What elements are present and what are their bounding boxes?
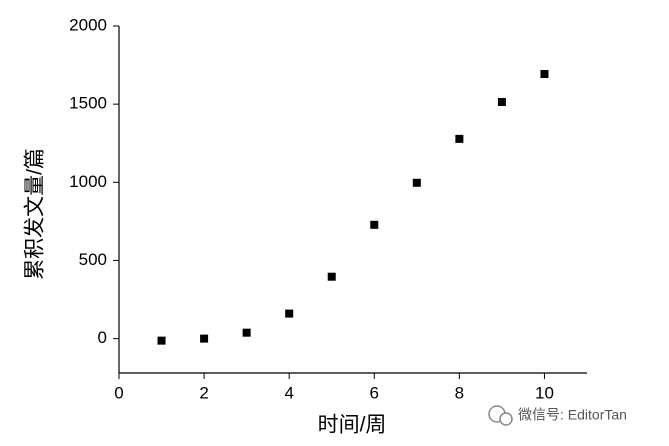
watermark-text: 微信号: EditorTan	[518, 407, 627, 423]
point	[370, 220, 379, 229]
y-tick-label: 1500	[69, 94, 107, 113]
y-tick-label: 1000	[69, 172, 107, 191]
point	[497, 97, 506, 106]
point	[285, 309, 294, 318]
y-tick-label: 0	[98, 328, 107, 347]
x-tick-label: 6	[370, 383, 379, 402]
x-axis-title: 时间/周	[318, 414, 387, 437]
watermark-icon	[499, 412, 513, 426]
x-tick-label: 8	[455, 383, 464, 402]
x-tick-label: 4	[284, 383, 293, 402]
y-tick-label: 500	[79, 250, 107, 269]
point	[157, 336, 166, 345]
point	[455, 134, 464, 143]
y-axis-title: 累积发文量/篇	[24, 148, 47, 280]
x-tick-label: 2	[199, 383, 208, 402]
x-tick-label: 0	[114, 383, 123, 402]
y-tick-label: 2000	[69, 15, 107, 34]
watermark: 微信号: EditorTan	[488, 405, 627, 426]
point	[242, 328, 251, 337]
x-tick-label: 10	[535, 383, 554, 402]
point	[540, 69, 549, 78]
point	[200, 334, 209, 343]
point	[327, 272, 336, 281]
point	[412, 178, 421, 187]
